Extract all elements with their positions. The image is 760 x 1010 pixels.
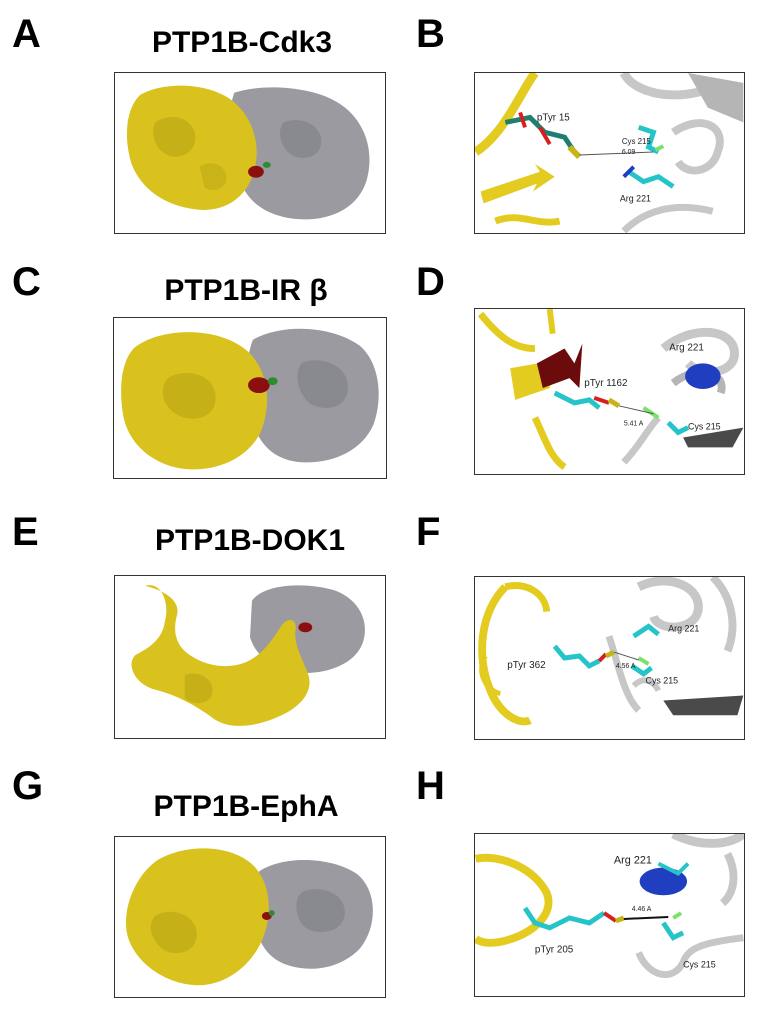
surface-render-a: [126, 85, 370, 220]
panel-a-surface-image: [114, 72, 386, 234]
panel-h-ribbon-image: Arg 221 4.46 A pTyr 205 Cys 215: [474, 833, 745, 997]
b-arg-label: Arg 221: [620, 193, 651, 203]
panel-g-surface-image: [114, 836, 386, 998]
panel-b-ribbon-image: pTyr 15 Cys 215 6.09 Arg 221: [474, 72, 745, 234]
panel-a-title: PTP1B-Cdk3: [151, 26, 333, 59]
surface-render-c: [121, 328, 379, 470]
d-arg-label: Arg 221: [669, 342, 704, 353]
panel-letter-e: E: [12, 510, 39, 554]
b-ptyr-label: pTyr 15: [537, 112, 570, 123]
panel-f-ribbon-image: pTyr 362 Arg 221 4.56 A Cys 215: [474, 576, 745, 740]
ptp1b-surface: [131, 585, 310, 726]
f-distance-label: 4.56 A: [616, 663, 636, 670]
surface-render-e: [131, 585, 365, 726]
panel-e-title: PTP1B-DOK1: [154, 524, 346, 557]
panel-letter-d: D: [416, 260, 445, 304]
h-cys-label: Cys 215: [683, 959, 716, 969]
h-distance-label: 4.46 A: [632, 906, 652, 913]
ribbon-render-f: pTyr 362 Arg 221 4.56 A Cys 215: [478, 577, 744, 726]
d-ptyr-label: pTyr 1162: [584, 378, 627, 389]
panel-g-title: PTP1B-EphA: [153, 790, 339, 823]
panel-e-surface-image: [114, 575, 386, 739]
interface-red: [298, 622, 313, 633]
interface-green: [268, 910, 275, 917]
panel-c-surface-image: [113, 317, 387, 479]
panel-letter-f: F: [416, 510, 441, 554]
interface-red: [248, 377, 270, 394]
panel-letter-a: A: [12, 12, 41, 56]
f-cys-label: Cys 215: [646, 676, 679, 686]
f-arg-label: Arg 221: [668, 623, 699, 633]
panel-d-ribbon-image: pTyr 1162 Arg 221 5.41 A Cys 215: [474, 308, 745, 475]
surface-render-g: [126, 848, 373, 986]
red-arrow: [536, 343, 583, 389]
h-ptyr-label: pTyr 205: [535, 945, 574, 956]
panel-c-title: PTP1B-IR β: [164, 274, 328, 307]
ribbon-render-d: pTyr 1162 Arg 221 5.41 A Cys 215: [477, 309, 744, 470]
ribbon-render-b: pTyr 15 Cys 215 6.09 Arg 221: [475, 73, 744, 233]
panel-letter-h: H: [416, 764, 445, 808]
panel-letter-b: B: [416, 12, 445, 56]
b-distance-label: 6.09: [622, 149, 636, 156]
blue-helix: [685, 363, 721, 390]
panel-letter-c: C: [12, 260, 41, 304]
d-distance-label: 5.41 A: [624, 421, 644, 428]
blue-helix: [639, 867, 688, 896]
b-cys-label: Cys 215: [622, 137, 652, 146]
ribbon-render-h: Arg 221 4.46 A pTyr 205 Cys 215: [475, 834, 744, 979]
f-ptyr-label: pTyr 362: [507, 660, 545, 671]
interface-red: [248, 165, 264, 178]
d-cys-label: Cys 215: [688, 422, 721, 432]
ptp1b-surface: [126, 848, 269, 986]
interface-green: [262, 161, 271, 168]
interface-green: [267, 377, 278, 386]
panel-letter-g: G: [12, 764, 44, 808]
h-arg-label: Arg 221: [614, 855, 652, 867]
